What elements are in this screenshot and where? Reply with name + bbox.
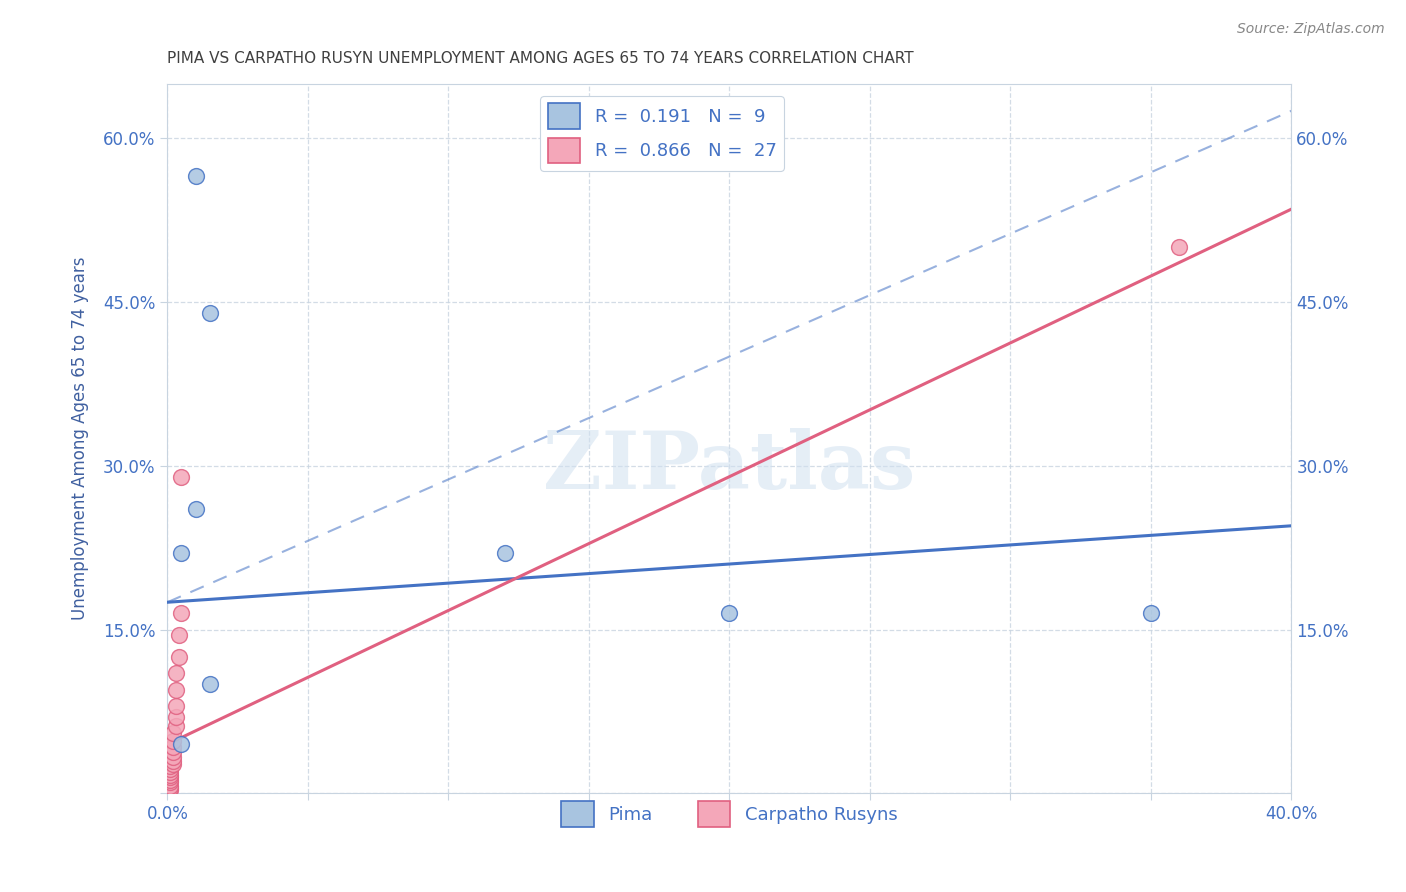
Point — [167, 628, 190, 642]
Text: PIMA VS CARPATHO RUSYN UNEMPLOYMENT AMONG AGES 65 TO 74 YEARS CORRELATION CHART: PIMA VS CARPATHO RUSYN UNEMPLOYMENT AMON… — [167, 51, 914, 66]
Point — [159, 762, 181, 776]
Point — [159, 779, 181, 793]
Point — [159, 773, 181, 788]
Point — [718, 606, 741, 620]
Point — [165, 698, 187, 713]
Point — [159, 770, 181, 784]
Point — [165, 718, 187, 732]
Point — [159, 783, 181, 797]
Point — [1168, 240, 1191, 254]
Point — [170, 546, 193, 560]
Legend: Pima, Carpatho Rusyns: Pima, Carpatho Rusyns — [554, 794, 904, 834]
Y-axis label: Unemployment Among Ages 65 to 74 years: Unemployment Among Ages 65 to 74 years — [72, 257, 89, 620]
Point — [162, 756, 184, 771]
Point — [494, 546, 516, 560]
Text: Source: ZipAtlas.com: Source: ZipAtlas.com — [1237, 22, 1385, 37]
Point — [159, 764, 181, 779]
Point — [1140, 606, 1163, 620]
Point — [162, 726, 184, 740]
Point — [162, 734, 184, 748]
Point — [184, 502, 207, 516]
Point — [159, 759, 181, 773]
Point — [159, 768, 181, 782]
Point — [165, 682, 187, 697]
Point — [159, 775, 181, 789]
Text: ZIPatlas: ZIPatlas — [543, 428, 915, 506]
Point — [162, 740, 184, 755]
Point — [167, 649, 190, 664]
Point — [170, 606, 193, 620]
Point — [198, 677, 221, 691]
Point — [162, 745, 184, 759]
Point — [198, 306, 221, 320]
Point — [159, 780, 181, 795]
Point — [170, 737, 193, 751]
Point — [170, 469, 193, 483]
Point — [165, 710, 187, 724]
Point — [162, 750, 184, 764]
Point — [162, 754, 184, 768]
Point — [184, 169, 207, 184]
Point — [165, 666, 187, 681]
